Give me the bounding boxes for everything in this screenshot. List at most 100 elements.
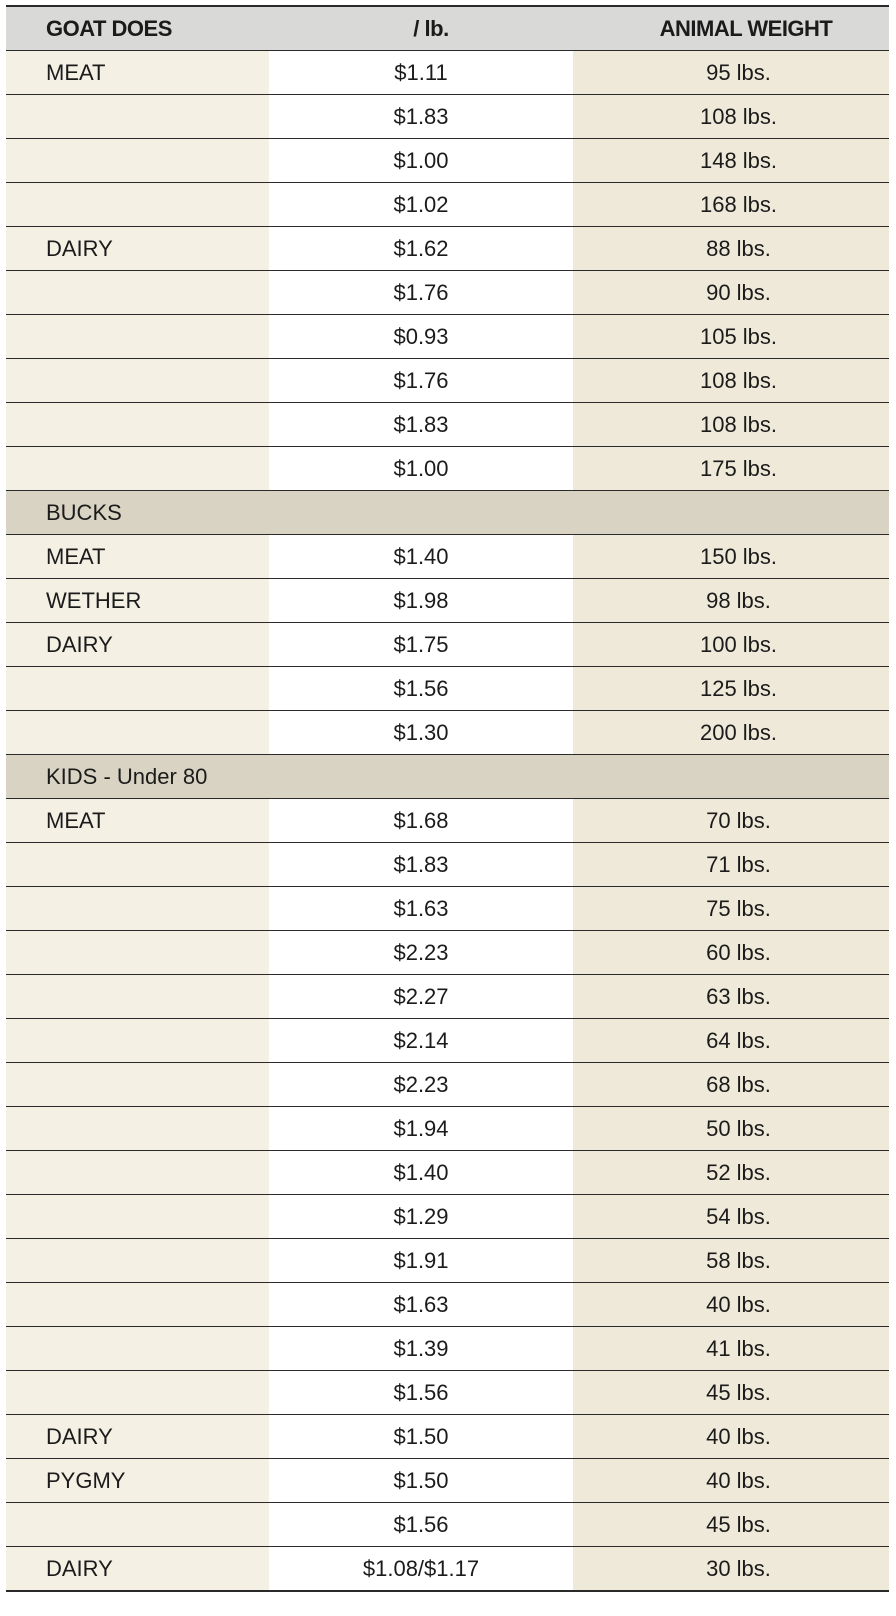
- row-category: [6, 1106, 269, 1151]
- table-row: MEAT $1.40 150 lbs.: [6, 534, 889, 579]
- row-category: [6, 1326, 269, 1371]
- row-price-per-lb: $1.62: [269, 226, 573, 271]
- row-animal-weight: 168 lbs.: [573, 182, 889, 227]
- row-category: [6, 446, 269, 491]
- row-price-per-lb: $1.91: [269, 1238, 573, 1283]
- row-animal-weight: 98 lbs.: [573, 578, 889, 623]
- row-category: [6, 1150, 269, 1195]
- row-price-per-lb: $1.56: [269, 666, 573, 711]
- row-category: [6, 974, 269, 1019]
- row-category: MEAT: [6, 798, 269, 843]
- row-category: DAIRY: [6, 1414, 269, 1459]
- row-category: [6, 930, 269, 975]
- row-category: [6, 666, 269, 711]
- row-animal-weight: 200 lbs.: [573, 710, 889, 755]
- row-animal-weight: 54 lbs.: [573, 1194, 889, 1239]
- table-row: $1.91 58 lbs.: [6, 1238, 889, 1283]
- section-header-row: KIDS - Under 80: [6, 754, 889, 799]
- row-animal-weight: 108 lbs.: [573, 94, 889, 139]
- row-price-per-lb: $1.63: [269, 886, 573, 931]
- row-price-per-lb: $1.00: [269, 138, 573, 183]
- row-animal-weight: 105 lbs.: [573, 314, 889, 359]
- row-price-per-lb: $1.29: [269, 1194, 573, 1239]
- table-row: $1.56 45 lbs.: [6, 1502, 889, 1547]
- row-animal-weight: 95 lbs.: [573, 50, 889, 95]
- table-row: $1.63 40 lbs.: [6, 1282, 889, 1327]
- table-row: $1.83 71 lbs.: [6, 842, 889, 887]
- table-row: DAIRY $1.50 40 lbs.: [6, 1414, 889, 1459]
- row-animal-weight: 40 lbs.: [573, 1282, 889, 1327]
- table-row: $1.02 168 lbs.: [6, 182, 889, 227]
- row-animal-weight: 41 lbs.: [573, 1326, 889, 1371]
- table-row: PYGMY $1.50 40 lbs.: [6, 1458, 889, 1503]
- table-row: $1.56 125 lbs.: [6, 666, 889, 711]
- row-animal-weight: 148 lbs.: [573, 138, 889, 183]
- goat-price-table: GOAT DOES / lb. ANIMAL WEIGHT MEAT $1.11 9…: [6, 5, 889, 1592]
- table-row: $2.23 68 lbs.: [6, 1062, 889, 1107]
- row-price-per-lb: $1.02: [269, 182, 573, 227]
- row-price-per-lb: $1.08/$1.17: [269, 1546, 573, 1592]
- row-category: [6, 842, 269, 887]
- table-row: $1.29 54 lbs.: [6, 1194, 889, 1239]
- header-goat-does: GOAT DOES: [6, 6, 269, 51]
- table-row: MEAT $1.11 95 lbs.: [6, 50, 889, 95]
- row-animal-weight: 60 lbs.: [573, 930, 889, 975]
- row-category: WETHER: [6, 578, 269, 623]
- row-price-per-lb: $0.93: [269, 314, 573, 359]
- row-animal-weight: 30 lbs.: [573, 1546, 889, 1592]
- row-price-per-lb: $2.14: [269, 1018, 573, 1063]
- section-header-row: BUCKS: [6, 490, 889, 535]
- row-animal-weight: 63 lbs.: [573, 974, 889, 1019]
- row-price-per-lb: $1.40: [269, 1150, 573, 1195]
- row-price-per-lb: $1.50: [269, 1414, 573, 1459]
- table-row: $1.76 90 lbs.: [6, 270, 889, 315]
- row-price-per-lb: $2.27: [269, 974, 573, 1019]
- row-price-per-lb: $1.76: [269, 358, 573, 403]
- table-row: $1.30 200 lbs.: [6, 710, 889, 755]
- row-price-per-lb: $1.83: [269, 402, 573, 447]
- row-price-per-lb: $1.94: [269, 1106, 573, 1151]
- row-animal-weight: 45 lbs.: [573, 1502, 889, 1547]
- table-row: $1.83 108 lbs.: [6, 94, 889, 139]
- row-animal-weight: 108 lbs.: [573, 358, 889, 403]
- row-category: [6, 1238, 269, 1283]
- row-category: [6, 886, 269, 931]
- table-row: $2.14 64 lbs.: [6, 1018, 889, 1063]
- row-category: [6, 710, 269, 755]
- row-category: PYGMY: [6, 1458, 269, 1503]
- table-row: $1.00 148 lbs.: [6, 138, 889, 183]
- table-row: $1.00 175 lbs.: [6, 446, 889, 491]
- row-price-per-lb: $1.68: [269, 798, 573, 843]
- row-price-per-lb: $1.83: [269, 94, 573, 139]
- row-price-per-lb: $1.56: [269, 1370, 573, 1415]
- row-animal-weight: 50 lbs.: [573, 1106, 889, 1151]
- row-category: MEAT: [6, 50, 269, 95]
- row-category: [6, 314, 269, 359]
- section-label: KIDS - Under 80: [6, 754, 889, 799]
- row-animal-weight: 45 lbs.: [573, 1370, 889, 1415]
- row-price-per-lb: $1.63: [269, 1282, 573, 1327]
- table-row: DAIRY $1.08/$1.17 30 lbs.: [6, 1546, 889, 1592]
- table-row: $1.94 50 lbs.: [6, 1106, 889, 1151]
- row-category: [6, 1062, 269, 1107]
- table-row: $1.83 108 lbs.: [6, 402, 889, 447]
- row-price-per-lb: $1.00: [269, 446, 573, 491]
- table-row: $2.23 60 lbs.: [6, 930, 889, 975]
- table-row: $1.63 75 lbs.: [6, 886, 889, 931]
- row-animal-weight: 58 lbs.: [573, 1238, 889, 1283]
- row-animal-weight: 108 lbs.: [573, 402, 889, 447]
- table-row: DAIRY $1.75 100 lbs.: [6, 622, 889, 667]
- table-row: DAIRY $1.62 88 lbs.: [6, 226, 889, 271]
- row-category: MEAT: [6, 534, 269, 579]
- row-price-per-lb: $1.98: [269, 578, 573, 623]
- table-row: $1.76 108 lbs.: [6, 358, 889, 403]
- row-animal-weight: 175 lbs.: [573, 446, 889, 491]
- row-animal-weight: 71 lbs.: [573, 842, 889, 887]
- table-row: $1.39 41 lbs.: [6, 1326, 889, 1371]
- table-row: $1.56 45 lbs.: [6, 1370, 889, 1415]
- row-animal-weight: 75 lbs.: [573, 886, 889, 931]
- table-row: MEAT $1.68 70 lbs.: [6, 798, 889, 843]
- row-category: [6, 270, 269, 315]
- header-animal-weight: ANIMAL WEIGHT: [573, 6, 889, 51]
- row-animal-weight: 64 lbs.: [573, 1018, 889, 1063]
